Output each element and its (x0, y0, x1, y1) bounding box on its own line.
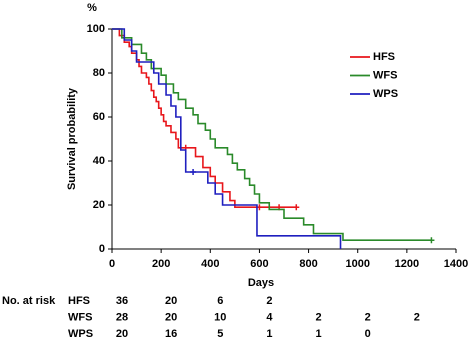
y-tick-label: 0 (99, 243, 105, 255)
censor-mark (190, 169, 197, 175)
x-tick-label: 400 (201, 258, 219, 270)
risk-count: 20 (165, 311, 177, 323)
risk-count: 36 (116, 295, 128, 307)
risk-count: 1 (316, 328, 322, 339)
risk-count: 2 (266, 295, 272, 307)
censor-mark (293, 204, 300, 211)
y-tick-label: 40 (93, 155, 105, 167)
risk-count: 5 (217, 328, 223, 339)
risk-count: 10 (214, 311, 226, 323)
risk-count: 20 (165, 295, 177, 307)
legend-label: HFS (373, 51, 395, 63)
risk-count: 1 (266, 328, 272, 339)
y-tick-label: 20 (93, 199, 105, 211)
y-axis-title: Survival probability (66, 87, 78, 190)
risk-count: 2 (365, 311, 371, 323)
risk-count: 0 (365, 328, 371, 339)
survival-curve (112, 28, 297, 208)
x-tick-label: 0 (109, 258, 115, 270)
risk-row-label: HFS (68, 295, 90, 307)
x-tick-label: 200 (152, 258, 170, 270)
censor-mark (428, 237, 435, 244)
x-tick-label: 600 (250, 258, 268, 270)
y-unit-label: % (87, 2, 97, 14)
risk-row-label: WFS (68, 311, 92, 323)
risk-count: 28 (116, 311, 128, 323)
x-tick-label: 1400 (444, 258, 468, 270)
y-tick-label: 100 (87, 23, 105, 35)
risk-count: 4 (266, 311, 273, 323)
y-tick-label: 60 (93, 111, 105, 123)
risk-count: 2 (316, 311, 322, 323)
x-tick-label: 1000 (345, 258, 369, 270)
y-tick-label: 80 (93, 67, 105, 79)
risk-table-label: No. at risk (2, 295, 56, 307)
x-tick-label: 1200 (395, 258, 419, 270)
legend-label: WFS (373, 69, 397, 81)
x-axis-title: Days (248, 277, 274, 289)
risk-row-label: WPS (68, 328, 93, 339)
risk-count: 6 (217, 295, 223, 307)
risk-count: 16 (165, 328, 177, 339)
risk-count: 20 (116, 328, 128, 339)
survival-curve (112, 28, 342, 249)
x-tick-label: 800 (299, 258, 317, 270)
legend-label: WPS (373, 88, 398, 100)
risk-count: 2 (414, 311, 420, 323)
